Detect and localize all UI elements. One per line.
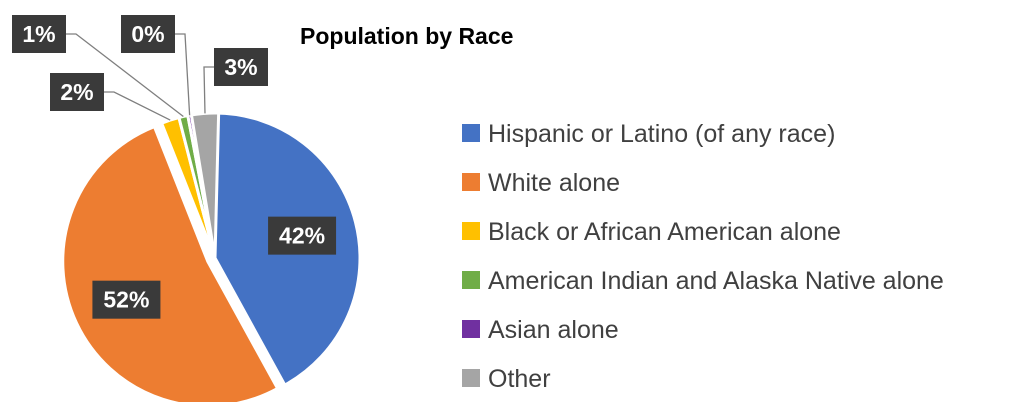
legend-item-american-indian-and-alaska-native-alone: American Indian and Alaska Native alone (462, 267, 944, 295)
data-label-white-alone-text: 52% (103, 287, 149, 313)
data-label-black-or-african-american-alone-text: 2% (60, 79, 93, 105)
leader-lines (66, 33, 214, 121)
data-label-black-or-african-american-alone-box (50, 73, 104, 111)
legend-label: Black or African American alone (488, 218, 841, 246)
data-label-hispanic-or-latino-of-any-race-text: 42% (279, 223, 325, 249)
legend-label: Other (488, 365, 551, 393)
data-label-asian-alone: 0% (121, 15, 175, 53)
data-label-hispanic-or-latino-of-any-race-box (268, 216, 337, 255)
legend-swatch (462, 369, 480, 387)
pie-slices (61, 111, 362, 407)
data-label-american-indian-and-alaska-native-alone-text: 1% (22, 21, 55, 47)
legend-item-black-or-african-american-alone: Black or African American alone (462, 218, 841, 246)
legend-swatch (462, 124, 480, 142)
data-labels: 42% 52% 2% 1% 0% 3% (12, 15, 337, 319)
data-label-other: 3% (214, 48, 268, 86)
data-label-white-alone: 52% (92, 280, 161, 319)
legend-label: American Indian and Alaska Native alone (488, 267, 944, 295)
data-label-asian-alone-text: 0% (131, 21, 164, 47)
legend-item-hispanic-or-latino-of-any-race: Hispanic or Latino (of any race) (462, 120, 835, 148)
legend-label: Hispanic or Latino (of any race) (488, 120, 835, 148)
data-label-asian-alone-box (121, 15, 175, 53)
pie-slice-other (189, 111, 221, 259)
data-label-american-indian-and-alaska-native-alone-box (12, 15, 66, 53)
legend-swatch (462, 320, 480, 338)
data-label-hispanic-or-latino-of-any-race: 42% (268, 216, 337, 255)
leader-line-asian-alone (175, 33, 191, 116)
legend-label: White alone (488, 169, 620, 197)
data-label-american-indian-and-alaska-native-alone: 1% (12, 15, 66, 53)
legend-swatch (462, 173, 480, 191)
data-label-other-text: 3% (224, 54, 257, 80)
leader-line-american-indian-and-alaska-native-alone (66, 33, 184, 118)
legend: Hispanic or Latino (of any race) White al… (462, 120, 944, 393)
leader-line-other (203, 66, 214, 114)
legend-swatch (462, 222, 480, 240)
leader-line-black-or-african-american-alone (104, 91, 171, 121)
legend-item-asian-alone: Asian alone (462, 316, 619, 344)
legend-swatch (462, 271, 480, 289)
legend-item-white-alone: White alone (462, 169, 620, 197)
chart-title: Population by Race (300, 23, 513, 49)
data-label-other-box (214, 48, 268, 86)
legend-item-other: Other (462, 365, 551, 393)
data-label-white-alone-box (92, 280, 161, 319)
data-label-black-or-african-american-alone: 2% (50, 73, 104, 111)
legend-label: Asian alone (488, 316, 619, 344)
